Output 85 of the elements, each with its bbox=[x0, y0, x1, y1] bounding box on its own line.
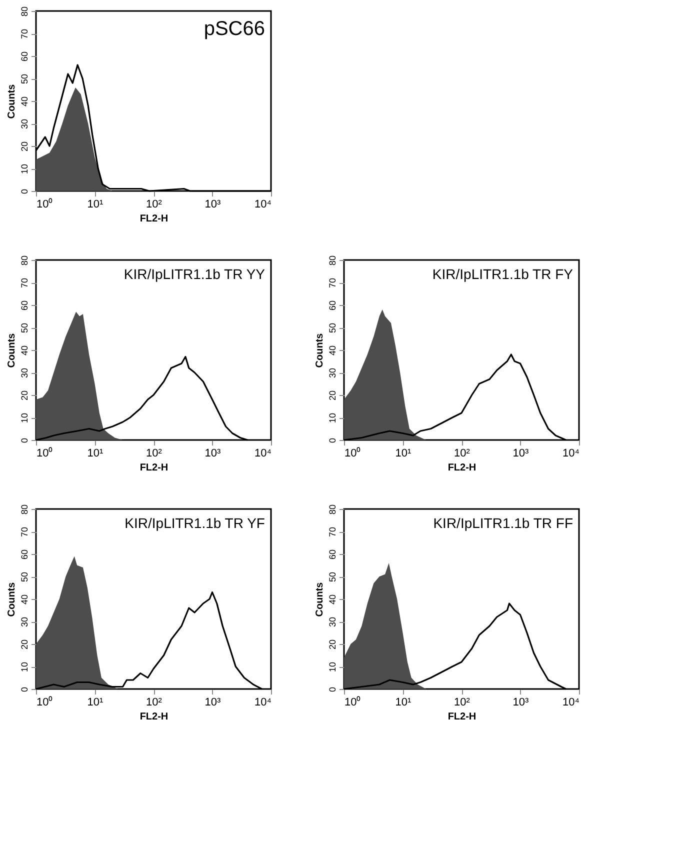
x-tick-label: 10⁰ bbox=[36, 446, 53, 460]
y-tick-label: 50 bbox=[328, 322, 338, 334]
y-tick-label: 40 bbox=[328, 594, 338, 605]
chart-title: pSC66 bbox=[204, 18, 265, 40]
y-tick-label: 70 bbox=[328, 278, 338, 288]
y-tick-label: 20 bbox=[20, 141, 30, 152]
x-tick-label: 10¹ bbox=[395, 448, 412, 460]
x-axis-title: FL2-H bbox=[448, 462, 476, 474]
chart-title: KIR/IpLITR1.1b TR FF bbox=[433, 515, 573, 531]
y-tick-label: 70 bbox=[20, 28, 30, 40]
y-tick-label: 40 bbox=[20, 96, 30, 107]
x-tick-label: 10⁴ bbox=[254, 198, 272, 210]
x-tick-label: 10¹ bbox=[395, 696, 412, 708]
y-tick-label: 30 bbox=[328, 616, 338, 628]
x-tick-label: 10² bbox=[454, 448, 470, 460]
y-tick-label: 30 bbox=[20, 616, 30, 628]
y-tick-label: 50 bbox=[20, 74, 30, 84]
y-tick-label: 30 bbox=[20, 118, 30, 130]
x-tick-label: 10² bbox=[146, 448, 162, 460]
y-tick-label: 50 bbox=[20, 322, 30, 334]
y-tick-label: 40 bbox=[20, 594, 30, 605]
x-axis-title: FL2-H bbox=[140, 214, 168, 224]
x-tick-label: 10⁰ bbox=[36, 198, 53, 210]
y-tick-label: 80 bbox=[20, 504, 30, 515]
x-tick-label: 10⁰ bbox=[344, 696, 361, 708]
x-axis-title: FL2-H bbox=[140, 462, 168, 474]
y-tick-label: 0 bbox=[20, 438, 30, 444]
x-tick-label: 10⁰ bbox=[344, 446, 361, 460]
y-tick-label: 40 bbox=[20, 345, 30, 356]
y-tick-label: 80 bbox=[328, 504, 338, 515]
y-tick-label: 20 bbox=[328, 390, 338, 401]
y-tick-label: 70 bbox=[20, 526, 30, 538]
x-tick-label: 10⁴ bbox=[562, 448, 580, 460]
y-tick-label: 20 bbox=[20, 390, 30, 401]
y-axis-title: Counts bbox=[314, 332, 326, 368]
y-axis-title: Counts bbox=[6, 332, 18, 368]
chart-title: KIR/IpLITR1.1b TR YF bbox=[124, 515, 265, 531]
y-tick-label: 10 bbox=[328, 412, 338, 424]
y-tick-label: 50 bbox=[328, 572, 338, 582]
y-tick-label: 20 bbox=[328, 639, 338, 650]
y-tick-label: 80 bbox=[328, 255, 338, 266]
x-tick-label: 10⁴ bbox=[254, 448, 272, 460]
x-tick-label: 10¹ bbox=[87, 198, 104, 210]
x-tick-label: 10³ bbox=[204, 448, 222, 460]
y-tick-label: 0 bbox=[328, 438, 338, 444]
y-tick-label: 0 bbox=[20, 686, 30, 692]
y-tick-label: 80 bbox=[20, 6, 30, 17]
y-tick-label: 10 bbox=[20, 164, 30, 174]
y-axis-title: Counts bbox=[314, 582, 326, 617]
y-tick-label: 60 bbox=[20, 300, 30, 311]
x-axis-title: FL2-H bbox=[140, 712, 168, 722]
y-tick-label: 10 bbox=[20, 412, 30, 424]
x-tick-label: 10² bbox=[146, 198, 162, 210]
y-tick-label: 30 bbox=[328, 368, 338, 378]
y-tick-label: 10 bbox=[20, 662, 30, 672]
x-tick-label: 10³ bbox=[512, 448, 530, 460]
y-tick-label: 60 bbox=[20, 51, 30, 62]
y-tick-label: 0 bbox=[20, 188, 30, 194]
x-tick-label: 10² bbox=[146, 696, 162, 708]
y-tick-label: 30 bbox=[20, 368, 30, 378]
x-axis-title: FL2-H bbox=[448, 712, 476, 722]
y-tick-label: 20 bbox=[20, 639, 30, 650]
x-tick-label: 10¹ bbox=[87, 696, 104, 708]
x-tick-label: 10³ bbox=[512, 696, 530, 708]
y-tick-label: 0 bbox=[328, 686, 338, 692]
x-tick-label: 10⁰ bbox=[36, 696, 53, 708]
y-tick-label: 70 bbox=[20, 278, 30, 288]
y-tick-label: 60 bbox=[328, 549, 338, 560]
x-tick-label: 10² bbox=[454, 696, 470, 708]
y-tick-label: 60 bbox=[328, 300, 338, 311]
chart-title: KIR/IpLITR1.1b TR FY bbox=[432, 266, 574, 282]
y-tick-label: 10 bbox=[328, 662, 338, 672]
x-tick-label: 10⁴ bbox=[254, 696, 272, 708]
x-tick-label: 10³ bbox=[204, 696, 222, 708]
y-tick-label: 80 bbox=[20, 255, 30, 266]
y-tick-label: 60 bbox=[20, 549, 30, 560]
y-axis-title: Counts bbox=[6, 582, 18, 617]
y-tick-label: 50 bbox=[20, 572, 30, 582]
chart-title: KIR/IpLITR1.1b TR YY bbox=[124, 266, 266, 282]
x-tick-label: 10¹ bbox=[87, 448, 104, 460]
y-tick-label: 40 bbox=[328, 345, 338, 356]
y-axis-title: Counts bbox=[6, 84, 18, 119]
x-tick-label: 10⁴ bbox=[562, 696, 580, 708]
x-tick-label: 10³ bbox=[204, 198, 222, 210]
y-tick-label: 70 bbox=[328, 526, 338, 538]
